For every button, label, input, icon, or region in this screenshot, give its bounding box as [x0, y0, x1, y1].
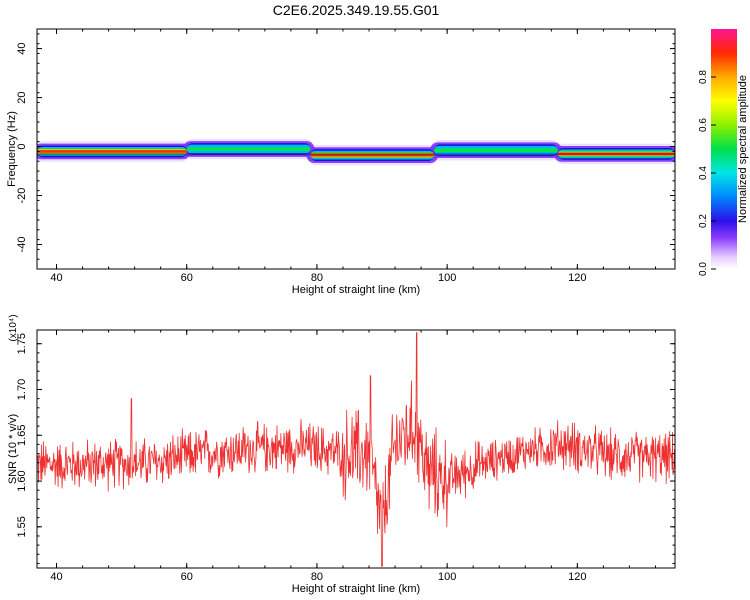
colorbar-label: Normalized spectral amplitude	[737, 75, 749, 223]
y-tick-label: 1.55	[16, 516, 28, 537]
y-tick-label: 1.70	[16, 379, 28, 400]
y-tick-label: 1.65	[16, 425, 28, 446]
snr-ticks: 40 60 80 100 120 1.55 1.60 1.65 1.70 1.75	[16, 330, 675, 583]
x-tick-label: 80	[311, 272, 323, 284]
x-tick-label: 100	[438, 571, 456, 583]
snr-series-line	[37, 332, 675, 567]
colorbar-tick-label: 0.6	[698, 118, 709, 132]
y-tick-label: 1.75	[16, 333, 28, 354]
y-tick-label: 1.60	[16, 470, 28, 491]
snr-multiplier: (x10⁴)	[8, 314, 19, 341]
snr-ylabel: SNR (10 * v/v)	[7, 414, 19, 484]
spectrogram-band	[37, 138, 675, 166]
spectrogram-xlabel: Height of straight line (km)	[292, 284, 420, 296]
spectrogram-cell	[434, 148, 558, 152]
spectrogram-panel: 40 60 80 100 120 -40 -20 0 20 40 Height of straig…	[6, 28, 676, 296]
colorbar-tick-label: 0.0	[698, 262, 709, 276]
spectrogram-cell	[310, 153, 435, 157]
colorbar-gradient	[711, 29, 737, 269]
spectrogram-frame	[36, 28, 676, 270]
y-tick-label: -40	[16, 237, 28, 253]
spectrogram-cell	[37, 150, 187, 153]
spectrogram-ticks: 40 60 80 100 120 -40 -20 0 20 40	[16, 29, 675, 284]
x-tick-label: 60	[181, 571, 193, 583]
spectrogram-centerline	[37, 152, 675, 156]
snr-xlabel: Height of straight line (km)	[292, 583, 420, 595]
y-tick-label: 0	[16, 143, 28, 149]
x-tick-label: 60	[181, 272, 193, 284]
spectrogram-cell	[557, 152, 675, 156]
y-tick-label: -20	[16, 188, 28, 204]
spectrogram-ylabel: Frequency (Hz)	[6, 111, 18, 187]
colorbar: 0.0 0.2 0.4 0.6 0.8 Normalized spectral ampl…	[698, 29, 749, 276]
colorbar-ticks: 0.0 0.2 0.4 0.6 0.8	[698, 70, 716, 276]
x-tick-label: 120	[568, 571, 586, 583]
x-tick-label: 100	[438, 272, 456, 284]
x-tick-label: 120	[568, 272, 586, 284]
x-tick-label: 40	[50, 272, 62, 284]
colorbar-tick-label: 0.8	[698, 70, 709, 84]
colorbar-tick-label: 0.4	[698, 166, 709, 180]
x-tick-label: 40	[50, 571, 62, 583]
snr-panel: 40 60 80 100 120 1.55 1.60 1.65 1.70 1.75 Height …	[7, 314, 676, 595]
colorbar-tick-label: 0.2	[698, 214, 709, 228]
x-tick-label: 80	[311, 571, 323, 583]
y-tick-label: 20	[16, 91, 28, 103]
spectrogram-cell	[186, 147, 311, 151]
y-tick-label: 40	[16, 42, 28, 54]
chart-title: C2E6.2025.349.19.55.G01	[273, 2, 440, 18]
snr-frame	[36, 329, 676, 569]
